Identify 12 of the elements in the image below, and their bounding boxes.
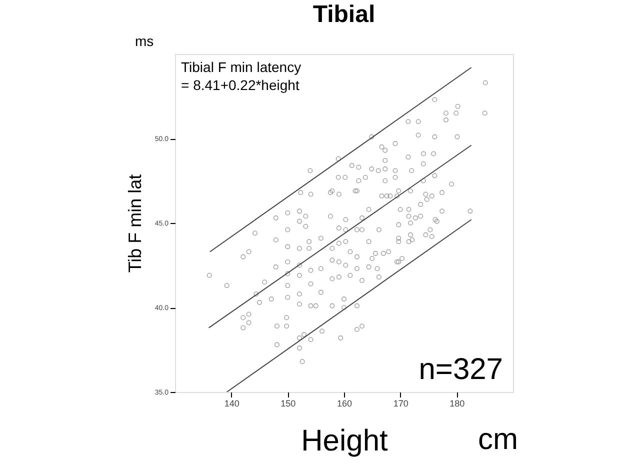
x-tick-label: 140 bbox=[224, 398, 240, 408]
y-axis-title: Tib F min lat bbox=[124, 174, 145, 273]
x-tick-label: 180 bbox=[450, 398, 465, 408]
x-tick-label: 170 bbox=[393, 398, 408, 408]
x-axis-title: Height bbox=[301, 424, 389, 458]
x-tick-label: 160 bbox=[336, 398, 352, 408]
chart-title: Tibial bbox=[312, 1, 376, 28]
text: cm bbox=[478, 423, 518, 456]
annotation: Tibial F min latency = 8.41+0.22*height bbox=[181, 59, 302, 94]
x-tick-label: 150 bbox=[280, 398, 296, 408]
text: ms bbox=[135, 33, 154, 49]
annotation: n=327 bbox=[418, 353, 503, 386]
